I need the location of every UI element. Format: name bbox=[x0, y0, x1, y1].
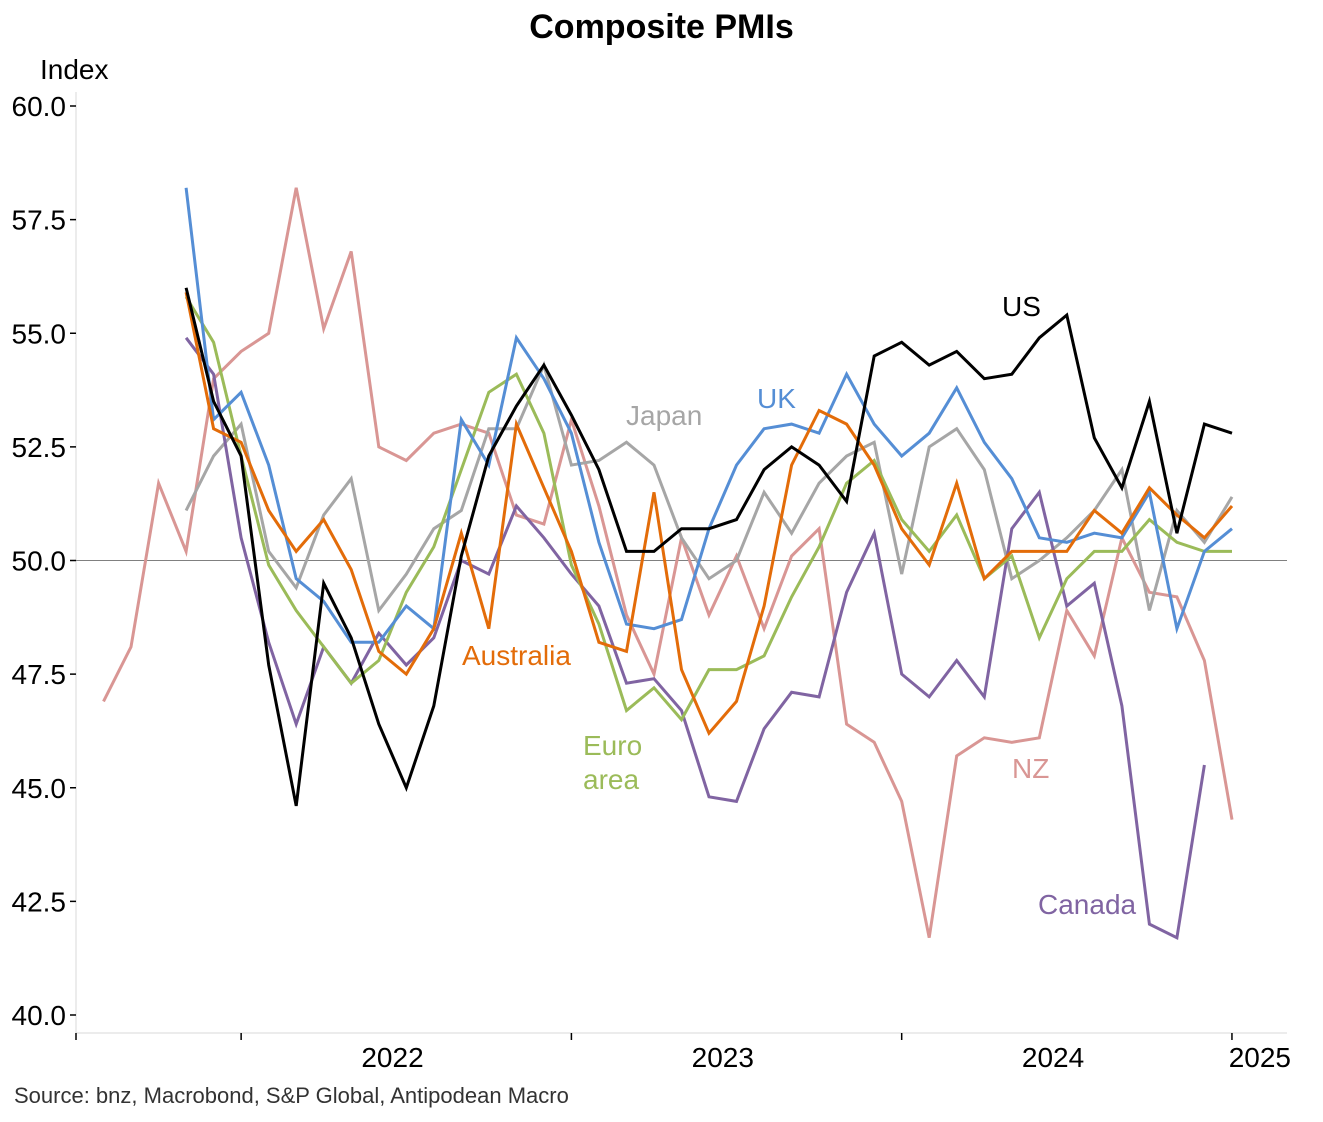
series-label-japan: Japan bbox=[626, 400, 702, 431]
x-tick-label: 2022 bbox=[361, 1042, 423, 1073]
series-label-canada: Canada bbox=[1038, 889, 1137, 920]
y-axis-unit-label: Index bbox=[40, 54, 109, 85]
series-line-australia bbox=[184, 292, 1234, 736]
series-label-area: area bbox=[583, 764, 639, 795]
series-label-nz: NZ bbox=[1012, 753, 1049, 784]
series-line-uk bbox=[184, 187, 1233, 644]
series-label-us: US bbox=[1002, 291, 1041, 322]
series-line-nz bbox=[102, 187, 1234, 938]
y-tick-label: 57.5 bbox=[12, 205, 67, 236]
y-tick-label: 42.5 bbox=[12, 886, 67, 917]
series-label-uk: UK bbox=[757, 383, 796, 414]
series-line-euro-area bbox=[184, 296, 1232, 723]
x-tick-label: 2024 bbox=[1022, 1042, 1084, 1073]
series-label-euro: Euro bbox=[583, 730, 642, 761]
chart-title: Composite PMIs bbox=[529, 8, 794, 46]
axes: 40.0 42.5 45.0 47.5 50.0 52.5 55.0 57.5 60.0 2022… bbox=[12, 91, 1292, 1073]
x-tick-label: 2025 bbox=[1229, 1042, 1291, 1073]
series-line-us bbox=[184, 287, 1233, 807]
series-line-japan bbox=[184, 360, 1234, 615]
y-tick-label: 47.5 bbox=[12, 659, 67, 690]
series-line-canada bbox=[184, 336, 1206, 940]
y-tick-label: 52.5 bbox=[12, 432, 67, 463]
y-tick-label: 50.0 bbox=[12, 546, 67, 577]
x-tick-label: 2023 bbox=[692, 1042, 754, 1073]
y-tick-label: 40.0 bbox=[12, 1000, 67, 1031]
y-tick-label: 45.0 bbox=[12, 773, 67, 804]
series-label-australia: Australia bbox=[462, 640, 571, 671]
series-layer bbox=[102, 187, 1234, 940]
source-note: Source: bnz, Macrobond, S&P Global, Anti… bbox=[14, 1083, 569, 1108]
y-tick-label: 60.0 bbox=[12, 91, 67, 122]
y-tick-label: 55.0 bbox=[12, 318, 67, 349]
